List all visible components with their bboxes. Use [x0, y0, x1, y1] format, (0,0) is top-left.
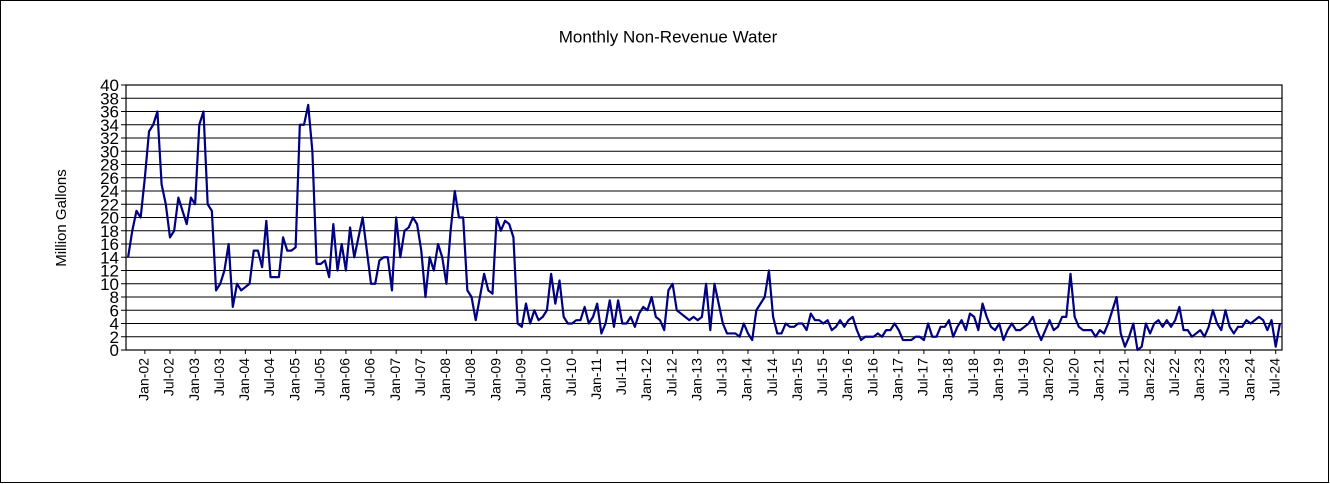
x-tick-label: Jul-24 — [1266, 358, 1282, 396]
x-tick-label: Jul-04 — [261, 358, 277, 396]
y-tick-label: 16 — [100, 235, 119, 254]
y-tick-label: 26 — [100, 169, 119, 188]
x-tick-label: Jan-15 — [789, 358, 805, 401]
x-tick-label: Jan-16 — [839, 358, 855, 401]
x-tick-label: Jan-08 — [437, 358, 453, 401]
x-tick-label: Jul-06 — [362, 358, 378, 396]
y-tick-label: 12 — [100, 262, 119, 281]
x-tick-label: Jul-18 — [965, 358, 981, 396]
y-tick-label: 32 — [100, 129, 119, 148]
x-tick-label: Jul-13 — [714, 358, 730, 396]
chart-title: Monthly Non-Revenue Water — [559, 27, 778, 46]
x-tick-label: Jul-03 — [211, 358, 227, 396]
x-tick-label: Jan-17 — [889, 358, 905, 401]
x-tick-label: Jul-05 — [311, 358, 327, 396]
x-tick-label: Jul-23 — [1216, 358, 1232, 396]
x-tick-label: Jan-23 — [1191, 358, 1207, 401]
y-tick-label: 36 — [100, 103, 119, 122]
x-tick-label: Jul-12 — [663, 358, 679, 396]
x-tick-label: Jul-19 — [1015, 358, 1031, 396]
x-tick-label: Jul-11 — [613, 358, 629, 395]
x-tick-label: Jan-10 — [538, 358, 554, 401]
y-tick-label: 6 — [110, 301, 119, 320]
y-tick-label: 4 — [110, 315, 119, 334]
x-tick-label: Jul-20 — [1065, 358, 1081, 396]
plot-border — [125, 84, 1283, 351]
x-tick-label: Jul-16 — [864, 358, 880, 396]
y-tick-label: 20 — [100, 209, 119, 228]
x-tick-label: Jan-13 — [688, 358, 704, 401]
y-tick-label: 30 — [100, 142, 119, 161]
x-tick-label: Jul-10 — [563, 358, 579, 396]
x-tick-label: Jan-04 — [236, 358, 252, 401]
x-tick-label: Jul-07 — [412, 358, 428, 396]
x-tick-label: Jan-22 — [1141, 358, 1157, 401]
x-tick-label: Jul-21 — [1116, 358, 1132, 396]
x-tick-label: Jan-19 — [990, 358, 1006, 401]
x-tick-label: Jan-24 — [1241, 358, 1257, 401]
y-tick-label: 2 — [110, 328, 119, 347]
x-tick-label: Jul-02 — [161, 358, 177, 396]
x-tick-label: Jan-11 — [588, 358, 604, 400]
y-tick-label: 34 — [100, 116, 119, 135]
x-tick-label: Jan-03 — [186, 358, 202, 401]
y-axis-title: Million Gallons — [53, 169, 70, 267]
y-tick-label: 40 — [100, 76, 119, 95]
y-tick-label: 24 — [100, 182, 119, 201]
x-tick-label: Jul-09 — [513, 358, 529, 396]
x-tick-label: Jul-22 — [1166, 358, 1182, 396]
data-line — [127, 103, 1281, 352]
x-tick-label: Jan-21 — [1091, 358, 1107, 401]
x-tick-label: Jan-05 — [286, 358, 302, 401]
y-tick-label: 0 — [110, 341, 119, 360]
x-tick-label: Jan-18 — [940, 358, 956, 401]
x-tick-label: Jan-02 — [136, 358, 152, 401]
y-tick-label: 28 — [100, 156, 119, 175]
x-tick-label: Jul-15 — [814, 358, 830, 396]
x-tick-label: Jan-14 — [739, 358, 755, 401]
y-tick-label: 10 — [100, 275, 119, 294]
x-tick-label: Jan-20 — [1040, 358, 1056, 401]
x-tick-label: Jul-17 — [915, 358, 931, 396]
x-tick-label: Jan-09 — [487, 358, 503, 401]
x-tick-label: Jan-07 — [387, 358, 403, 401]
x-tick-label: Jul-08 — [462, 358, 478, 396]
y-tick-label: 18 — [100, 222, 119, 241]
y-tick-label: 14 — [100, 248, 119, 267]
x-tick-label: Jul-14 — [764, 358, 780, 396]
y-tick-label: 38 — [100, 89, 119, 108]
y-tick-label: 22 — [100, 195, 119, 214]
x-tick-label: Jan-06 — [337, 358, 353, 401]
x-tick-label: Jan-12 — [638, 358, 654, 401]
y-tick-label: 8 — [110, 288, 119, 307]
